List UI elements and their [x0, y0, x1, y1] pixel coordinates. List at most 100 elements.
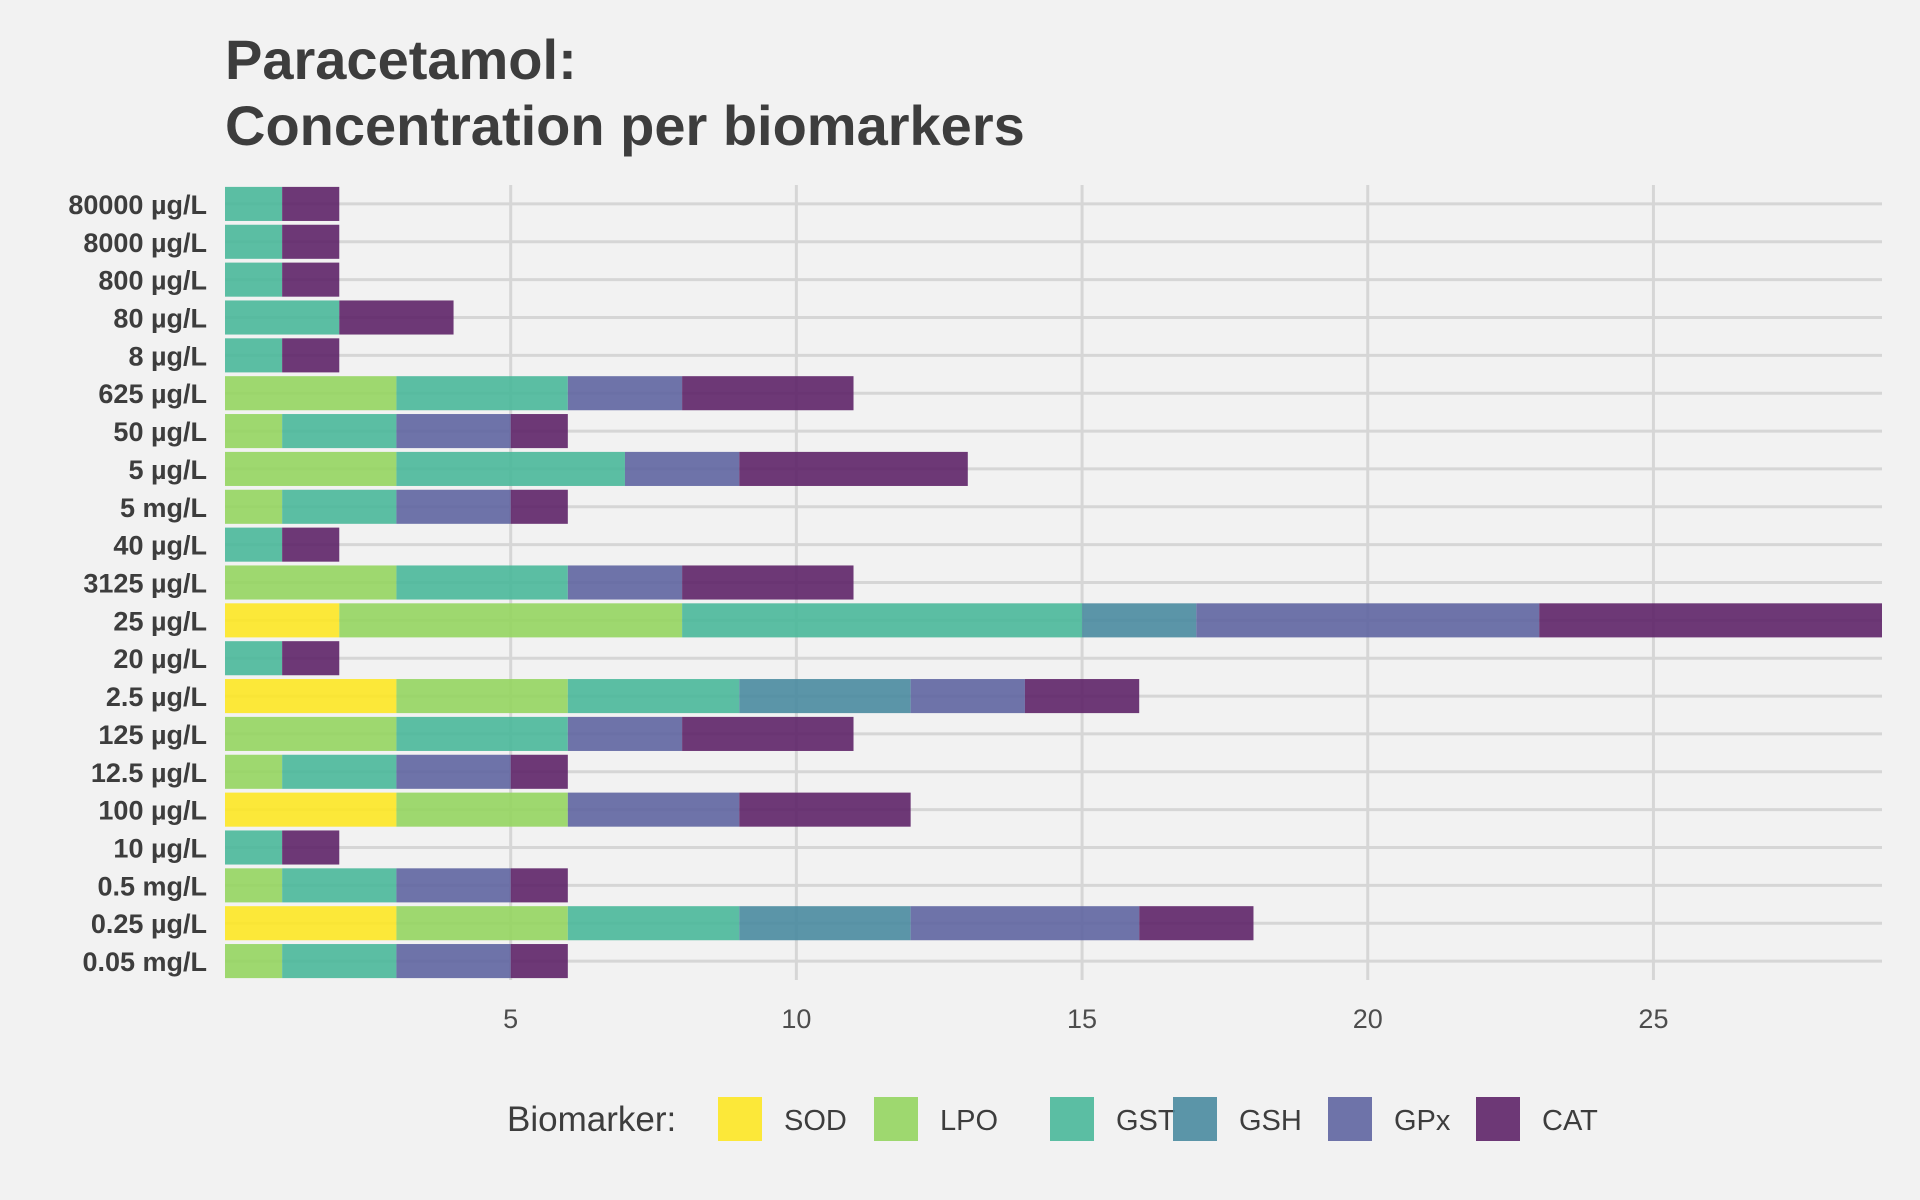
bar-20-g-l-cat — [282, 641, 340, 676]
bar-0-05-mg-l-cat — [510, 944, 568, 979]
legend-label-gsh: GSH — [1239, 1105, 1302, 1137]
y-tick-label: 80000 µg/L — [68, 190, 207, 220]
chart-title-line-2: Concentration per biomarkers — [225, 94, 1025, 157]
bar-5-mg-l-gst — [282, 489, 397, 524]
bar-0-25-g-l-sod — [225, 906, 397, 941]
x-axis-tick-labels: 5 10 15 20 25 — [503, 1004, 1668, 1034]
bar-100-g-l-sod — [225, 792, 397, 827]
bar-0-05-mg-l-lpo — [225, 944, 283, 979]
legend-swatch-lpo — [874, 1097, 918, 1141]
legend-label-gst: GST — [1116, 1105, 1176, 1137]
bar-80000-g-l-cat — [282, 186, 340, 221]
bar-50-g-l-gst — [282, 414, 397, 449]
y-tick-label: 80 µg/L — [113, 304, 207, 334]
bar-625-g-l-gst — [396, 376, 568, 411]
bar-800-g-l-cat — [282, 262, 340, 297]
legend-swatch-gst — [1050, 1097, 1094, 1141]
legend-label-gpx: GPx — [1394, 1105, 1451, 1137]
bar-5-mg-l-lpo — [225, 489, 283, 524]
y-tick-label: 12.5 µg/L — [91, 758, 207, 788]
bar-0-5-mg-l-gst — [282, 868, 397, 903]
bar-10-g-l-cat — [282, 830, 340, 865]
y-tick-label: 800 µg/L — [98, 266, 207, 296]
y-tick-label: 25 µg/L — [113, 606, 207, 636]
bar-0-25-g-l-lpo — [396, 906, 568, 941]
bar-125-g-l-cat — [682, 716, 854, 751]
bar-25-g-l-gpx — [1196, 603, 1540, 638]
y-tick-label: 5 µg/L — [128, 455, 207, 485]
bar-50-g-l-gpx — [396, 414, 511, 449]
bar-5-g-l-gpx — [624, 451, 740, 486]
x-tick-label-5: 5 — [503, 1004, 518, 1034]
bar-25-g-l-lpo — [339, 603, 683, 638]
bar-3125-g-l-lpo — [225, 565, 397, 600]
bar-5-mg-l-gpx — [396, 489, 511, 524]
y-tick-label: 100 µg/L — [98, 796, 207, 826]
bar-2-5-g-l-gst — [567, 679, 740, 714]
y-tick-label: 0.25 µg/L — [91, 909, 207, 939]
y-tick-label: 10 µg/L — [113, 834, 207, 864]
bar-2-5-g-l-gpx — [910, 679, 1025, 714]
x-tick-label-15: 15 — [1067, 1004, 1097, 1034]
chart-title-line-1: Paracetamol: — [225, 28, 577, 91]
y-tick-label: 20 µg/L — [113, 644, 207, 674]
bar-3125-g-l-cat — [682, 565, 854, 600]
legend-label-lpo: LPO — [940, 1105, 998, 1137]
bar-2-5-g-l-gsh — [739, 679, 911, 714]
bar-50-g-l-lpo — [225, 414, 283, 449]
legend-swatch-sod — [718, 1097, 762, 1141]
bar-12-5-g-l-cat — [510, 754, 568, 789]
bar-3125-g-l-gst — [396, 565, 568, 600]
bar-0-05-mg-l-gst — [282, 944, 397, 979]
bar-8000-g-l-gst — [225, 224, 283, 259]
bar-0-25-g-l-cat — [1139, 906, 1254, 941]
bar-0-25-g-l-gst — [567, 906, 740, 941]
bar-2-5-g-l-sod — [225, 679, 397, 714]
bar-25-g-l-gst — [682, 603, 1083, 638]
bar-25-g-l-sod — [225, 603, 340, 638]
bar-8-g-l-gst — [225, 338, 283, 373]
legend: Biomarker: SOD LPO GST GSH GPx CAT — [507, 1097, 1598, 1141]
bar-80-g-l-cat — [339, 300, 454, 335]
bar-125-g-l-gst — [396, 716, 568, 751]
y-tick-label: 0.05 mg/L — [82, 947, 207, 977]
x-tick-label-10: 10 — [781, 1004, 811, 1034]
y-tick-label: 125 µg/L — [98, 720, 207, 750]
y-tick-label: 8 µg/L — [128, 341, 207, 371]
bar-5-g-l-lpo — [225, 451, 397, 486]
bar-5-mg-l-cat — [510, 489, 568, 524]
bar-100-g-l-lpo — [396, 792, 568, 827]
bar-125-g-l-lpo — [225, 716, 397, 751]
legend-swatch-cat — [1476, 1097, 1520, 1141]
bar-625-g-l-cat — [682, 376, 854, 411]
bar-0-5-mg-l-cat — [510, 868, 568, 903]
bar-800-g-l-gst — [225, 262, 283, 297]
bar-40-g-l-gst — [225, 527, 283, 562]
bar-8000-g-l-cat — [282, 224, 340, 259]
bar-0-5-mg-l-lpo — [225, 868, 283, 903]
bar-0-5-mg-l-gpx — [396, 868, 511, 903]
bar-20-g-l-gst — [225, 641, 283, 676]
bar-100-g-l-gpx — [567, 792, 740, 827]
x-tick-label-20: 20 — [1353, 1004, 1383, 1034]
bar-8-g-l-cat — [282, 338, 340, 373]
bar-125-g-l-gpx — [567, 716, 683, 751]
legend-label-sod: SOD — [784, 1105, 847, 1137]
bar-10-g-l-gst — [225, 830, 283, 865]
bar-3125-g-l-gpx — [567, 565, 683, 600]
bar-12-5-g-l-gst — [282, 754, 397, 789]
bar-80-g-l-gst — [225, 300, 340, 335]
bars — [225, 186, 1882, 979]
y-tick-label: 5 mg/L — [120, 493, 207, 523]
bar-40-g-l-cat — [282, 527, 340, 562]
legend-swatch-gsh — [1173, 1097, 1217, 1141]
bar-625-g-l-gpx — [567, 376, 683, 411]
y-tick-label: 3125 µg/L — [83, 569, 207, 599]
y-axis-tick-labels: 80000 µg/L 8000 µg/L 800 µg/L 80 µg/L 8 µg/L… — [68, 190, 207, 977]
bar-2-5-g-l-lpo — [396, 679, 568, 714]
bar-12-5-g-l-gpx — [396, 754, 511, 789]
bar-12-5-g-l-lpo — [225, 754, 283, 789]
bar-100-g-l-cat — [739, 792, 911, 827]
bar-5-g-l-gst — [396, 451, 625, 486]
